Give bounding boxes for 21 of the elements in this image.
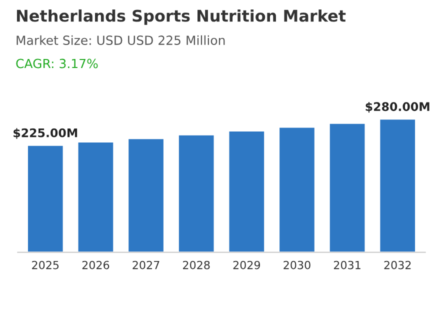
chart-title: Netherlands Sports Nutrition Market [16, 9, 346, 25]
chart-subtitle: Market Size: USD USD 225 Million [16, 35, 225, 45]
x-tick-label: 2030 [284, 260, 310, 270]
data-label: $225.00M [14, 128, 78, 139]
bar [26, 144, 64, 252]
x-tick-label: 2026 [82, 260, 110, 270]
text: CAGR: 3.17% [16, 58, 98, 68]
x-tick-label: 2032 [384, 260, 411, 270]
bar [378, 118, 416, 252]
data-label: $280.00M [366, 102, 430, 113]
bar [278, 126, 316, 252]
x-tick-label: 2029 [233, 260, 260, 270]
bar [76, 141, 115, 252]
x-tick-label: 2031 [334, 260, 360, 270]
x-tick-label: 2025 [32, 260, 59, 270]
x-tick-label: 2028 [183, 260, 210, 270]
bar [228, 130, 266, 252]
bar [178, 134, 216, 252]
bar [127, 138, 165, 252]
x-tick-label: 2027 [132, 260, 160, 270]
bar [328, 122, 366, 252]
